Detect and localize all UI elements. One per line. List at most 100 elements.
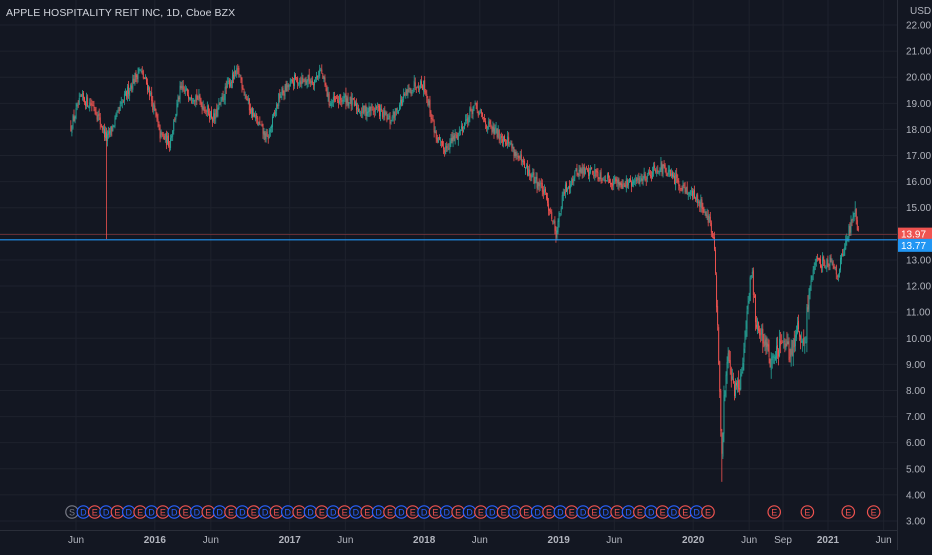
candle-body xyxy=(329,104,331,106)
candle-body xyxy=(583,167,585,175)
x-tick-label: Jun xyxy=(606,535,622,546)
candle-body xyxy=(275,111,277,115)
candle-body xyxy=(135,72,137,78)
candle-body xyxy=(762,328,764,344)
candle-body xyxy=(822,257,824,269)
candle-body xyxy=(405,90,407,96)
earnings-marker-label: E xyxy=(160,508,166,518)
candle-body xyxy=(723,395,725,434)
candle-body xyxy=(636,177,638,181)
candle-body xyxy=(205,111,207,112)
candle-body xyxy=(469,108,471,118)
candle-body xyxy=(235,70,237,75)
candle-body xyxy=(243,91,245,94)
candle-body xyxy=(603,180,605,182)
candle-body xyxy=(655,169,657,173)
candle-body xyxy=(809,285,811,295)
y-tick-label: 10.00 xyxy=(906,334,931,345)
earnings-marker-label: E xyxy=(591,508,597,518)
candle-body xyxy=(760,333,762,335)
dividend-marker-label: D xyxy=(194,508,201,518)
candle-body xyxy=(546,192,547,199)
candle-body xyxy=(291,79,293,83)
candle-body xyxy=(202,106,204,110)
candle-body xyxy=(366,111,368,116)
candle-body xyxy=(148,86,149,90)
earnings-marker-label: E xyxy=(478,508,484,518)
candle-body xyxy=(459,130,461,132)
candle-body xyxy=(174,118,176,120)
candle-body xyxy=(569,185,571,189)
candle-body xyxy=(123,93,125,102)
candle-body xyxy=(258,121,260,126)
candle-body xyxy=(791,348,793,355)
candle-body xyxy=(843,254,845,256)
candle-body xyxy=(264,131,266,140)
candle-body xyxy=(845,240,847,250)
candle-body xyxy=(632,182,634,186)
candle-body xyxy=(208,113,210,119)
candle-body xyxy=(854,209,856,215)
x-tick-label: 2021 xyxy=(817,535,840,546)
candle-body xyxy=(126,90,127,97)
candle-body xyxy=(778,349,779,357)
candle-body xyxy=(804,345,806,346)
candle-body xyxy=(630,178,631,182)
candle-body xyxy=(557,220,559,233)
y-tick-label: 21.00 xyxy=(906,47,931,58)
candle-body xyxy=(582,167,584,174)
candle-body xyxy=(617,179,619,185)
candle-body xyxy=(368,106,370,113)
earnings-marker-label: E xyxy=(296,508,302,518)
candle-body xyxy=(518,155,520,159)
candle-body xyxy=(88,106,90,108)
candle-body xyxy=(282,87,284,94)
candle-body xyxy=(76,104,78,107)
candle-body xyxy=(685,187,687,193)
candle-body xyxy=(635,179,637,182)
candle-body xyxy=(307,75,309,82)
candle-body xyxy=(549,208,551,212)
candle-body xyxy=(667,170,669,175)
candle-body xyxy=(253,112,254,117)
candle-body xyxy=(397,111,399,113)
candle-body xyxy=(136,75,138,80)
candle-body xyxy=(349,96,351,101)
earnings-marker-label: E xyxy=(273,508,279,518)
candle-body xyxy=(538,182,540,187)
candle-body xyxy=(245,95,247,99)
candle-body xyxy=(182,85,184,90)
candle-body xyxy=(223,98,225,100)
candle-body xyxy=(363,105,365,113)
candle-body xyxy=(833,265,835,269)
candle-body xyxy=(437,137,439,143)
candle-body xyxy=(497,128,499,138)
dividend-marker-label: D xyxy=(534,508,541,518)
candle-body xyxy=(462,126,463,131)
candle-body xyxy=(504,135,505,142)
candle-body xyxy=(715,249,716,274)
candle-body xyxy=(500,135,502,138)
candle-body xyxy=(385,112,387,114)
candle-body xyxy=(470,106,472,109)
candle-body xyxy=(571,179,573,186)
candle-body xyxy=(127,86,128,98)
candle-body xyxy=(153,104,155,112)
candle-body xyxy=(280,96,282,98)
candle-body xyxy=(512,146,514,149)
y-tick-label: 12.00 xyxy=(906,282,931,293)
earnings-marker-label: E xyxy=(804,508,810,518)
candle-body xyxy=(684,187,686,193)
candle-body xyxy=(803,337,805,345)
candle-body xyxy=(381,109,383,111)
candle-body xyxy=(286,83,288,92)
earnings-marker-label: E xyxy=(342,508,348,518)
candle-body xyxy=(654,165,656,169)
candle-body xyxy=(550,210,552,213)
candle-body xyxy=(502,137,504,144)
candle-body xyxy=(94,108,96,111)
candle-body xyxy=(164,133,166,140)
candle-body xyxy=(90,103,92,106)
